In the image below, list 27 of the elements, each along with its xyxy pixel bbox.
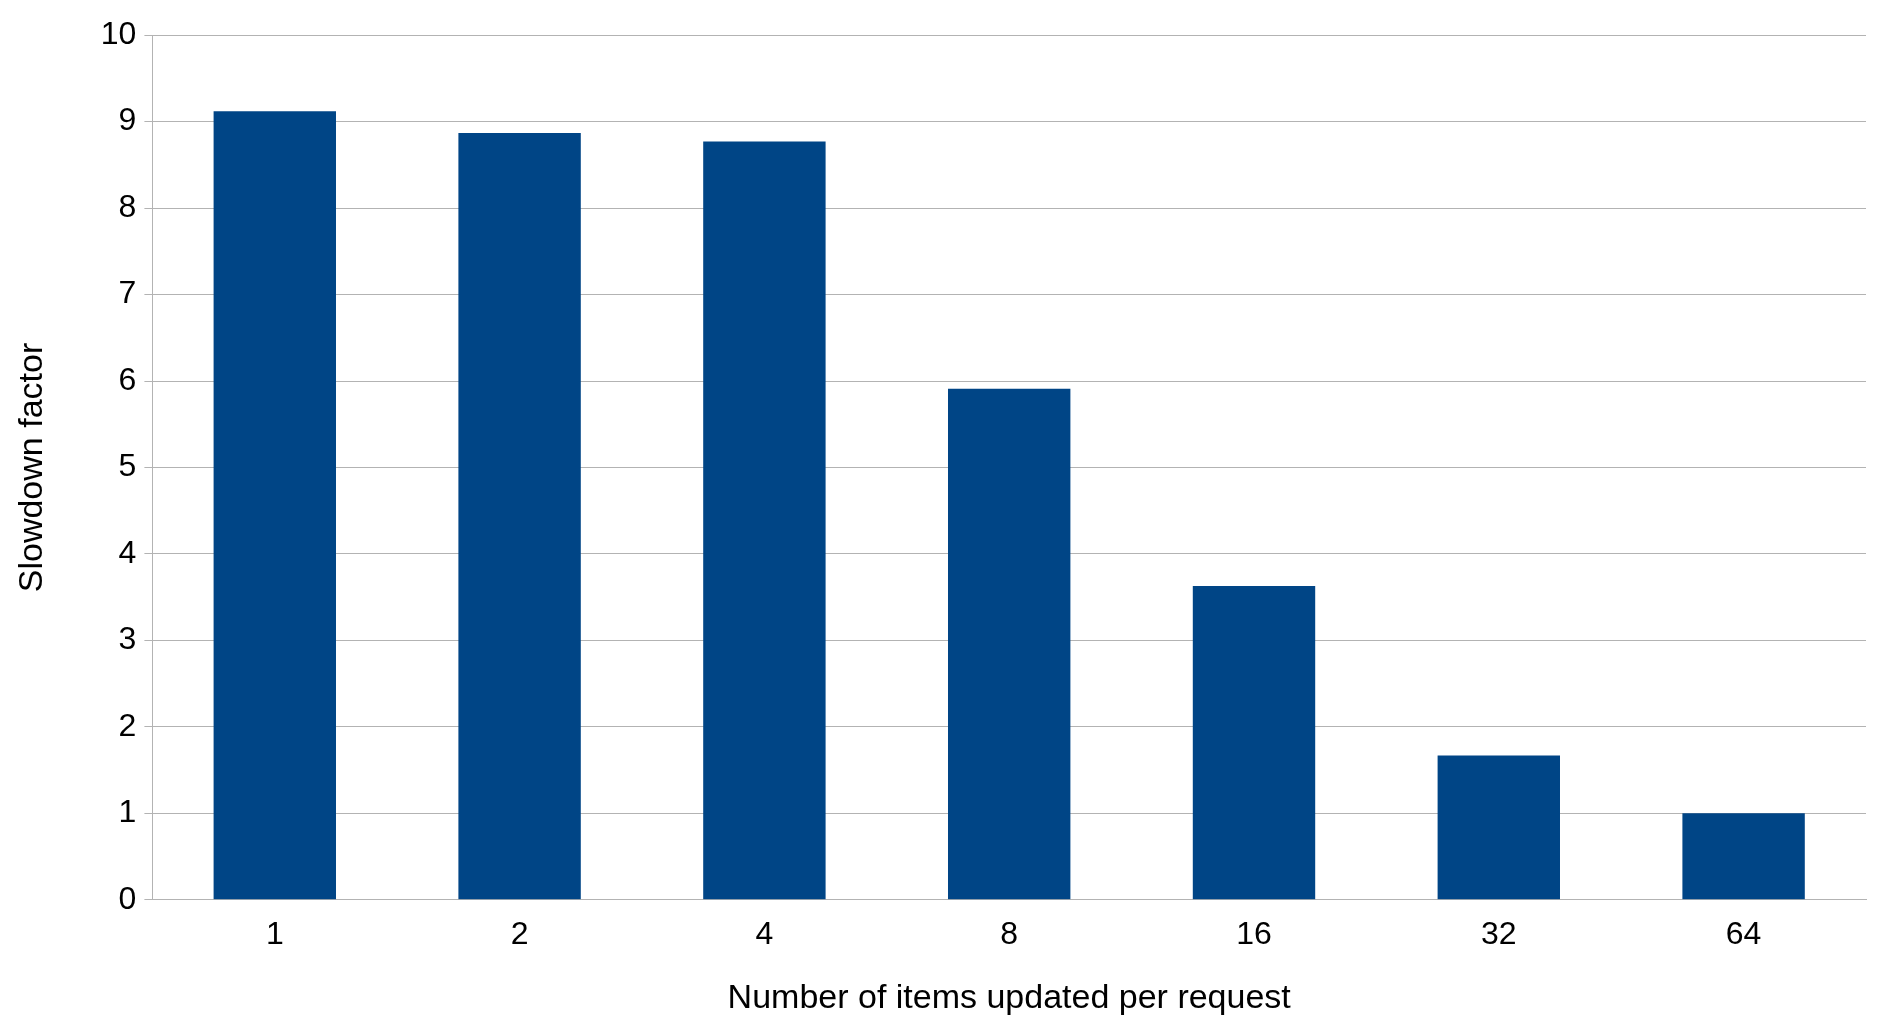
y-tick-label: 10 [100, 15, 137, 52]
bar [948, 388, 1071, 900]
x-tick-label: 16 [1236, 914, 1272, 951]
y-tick-label: 7 [118, 274, 137, 311]
y-tick-label: 3 [118, 620, 137, 657]
bar [1192, 585, 1316, 900]
x-tick-label: 4 [755, 914, 774, 951]
y-axis-title: Slowdown factor [10, 342, 49, 593]
y-tick-label: 9 [118, 101, 137, 138]
bar [1437, 755, 1560, 900]
y-tick-label: 1 [118, 793, 137, 830]
x-tick-label: 8 [1000, 914, 1019, 951]
y-tick-label: 8 [118, 187, 137, 224]
bar [458, 132, 581, 900]
y-tick-label: 0 [118, 879, 137, 916]
bar [213, 111, 336, 900]
x-tick-label: 64 [1725, 914, 1762, 951]
y-tick-label: 5 [118, 447, 137, 484]
x-tick-label: 1 [265, 914, 284, 951]
x-tick-label: 32 [1481, 914, 1517, 951]
y-tick-label: 2 [118, 706, 137, 743]
y-tick-label: 6 [118, 360, 137, 397]
bar [1682, 813, 1805, 900]
x-axis-title: Number of items updated per request [727, 976, 1292, 1015]
y-tick-label: 4 [118, 533, 137, 570]
x-tick-label: 2 [510, 914, 529, 951]
bar [703, 141, 826, 900]
